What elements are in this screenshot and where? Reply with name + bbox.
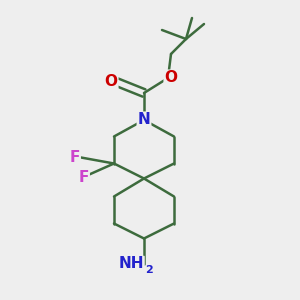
Text: F: F <box>70 150 80 165</box>
Text: 2: 2 <box>146 265 153 275</box>
Text: N: N <box>138 112 150 128</box>
Text: NH: NH <box>118 256 144 272</box>
Text: O: O <box>104 74 118 88</box>
Text: O: O <box>164 70 178 86</box>
Text: F: F <box>79 169 89 184</box>
